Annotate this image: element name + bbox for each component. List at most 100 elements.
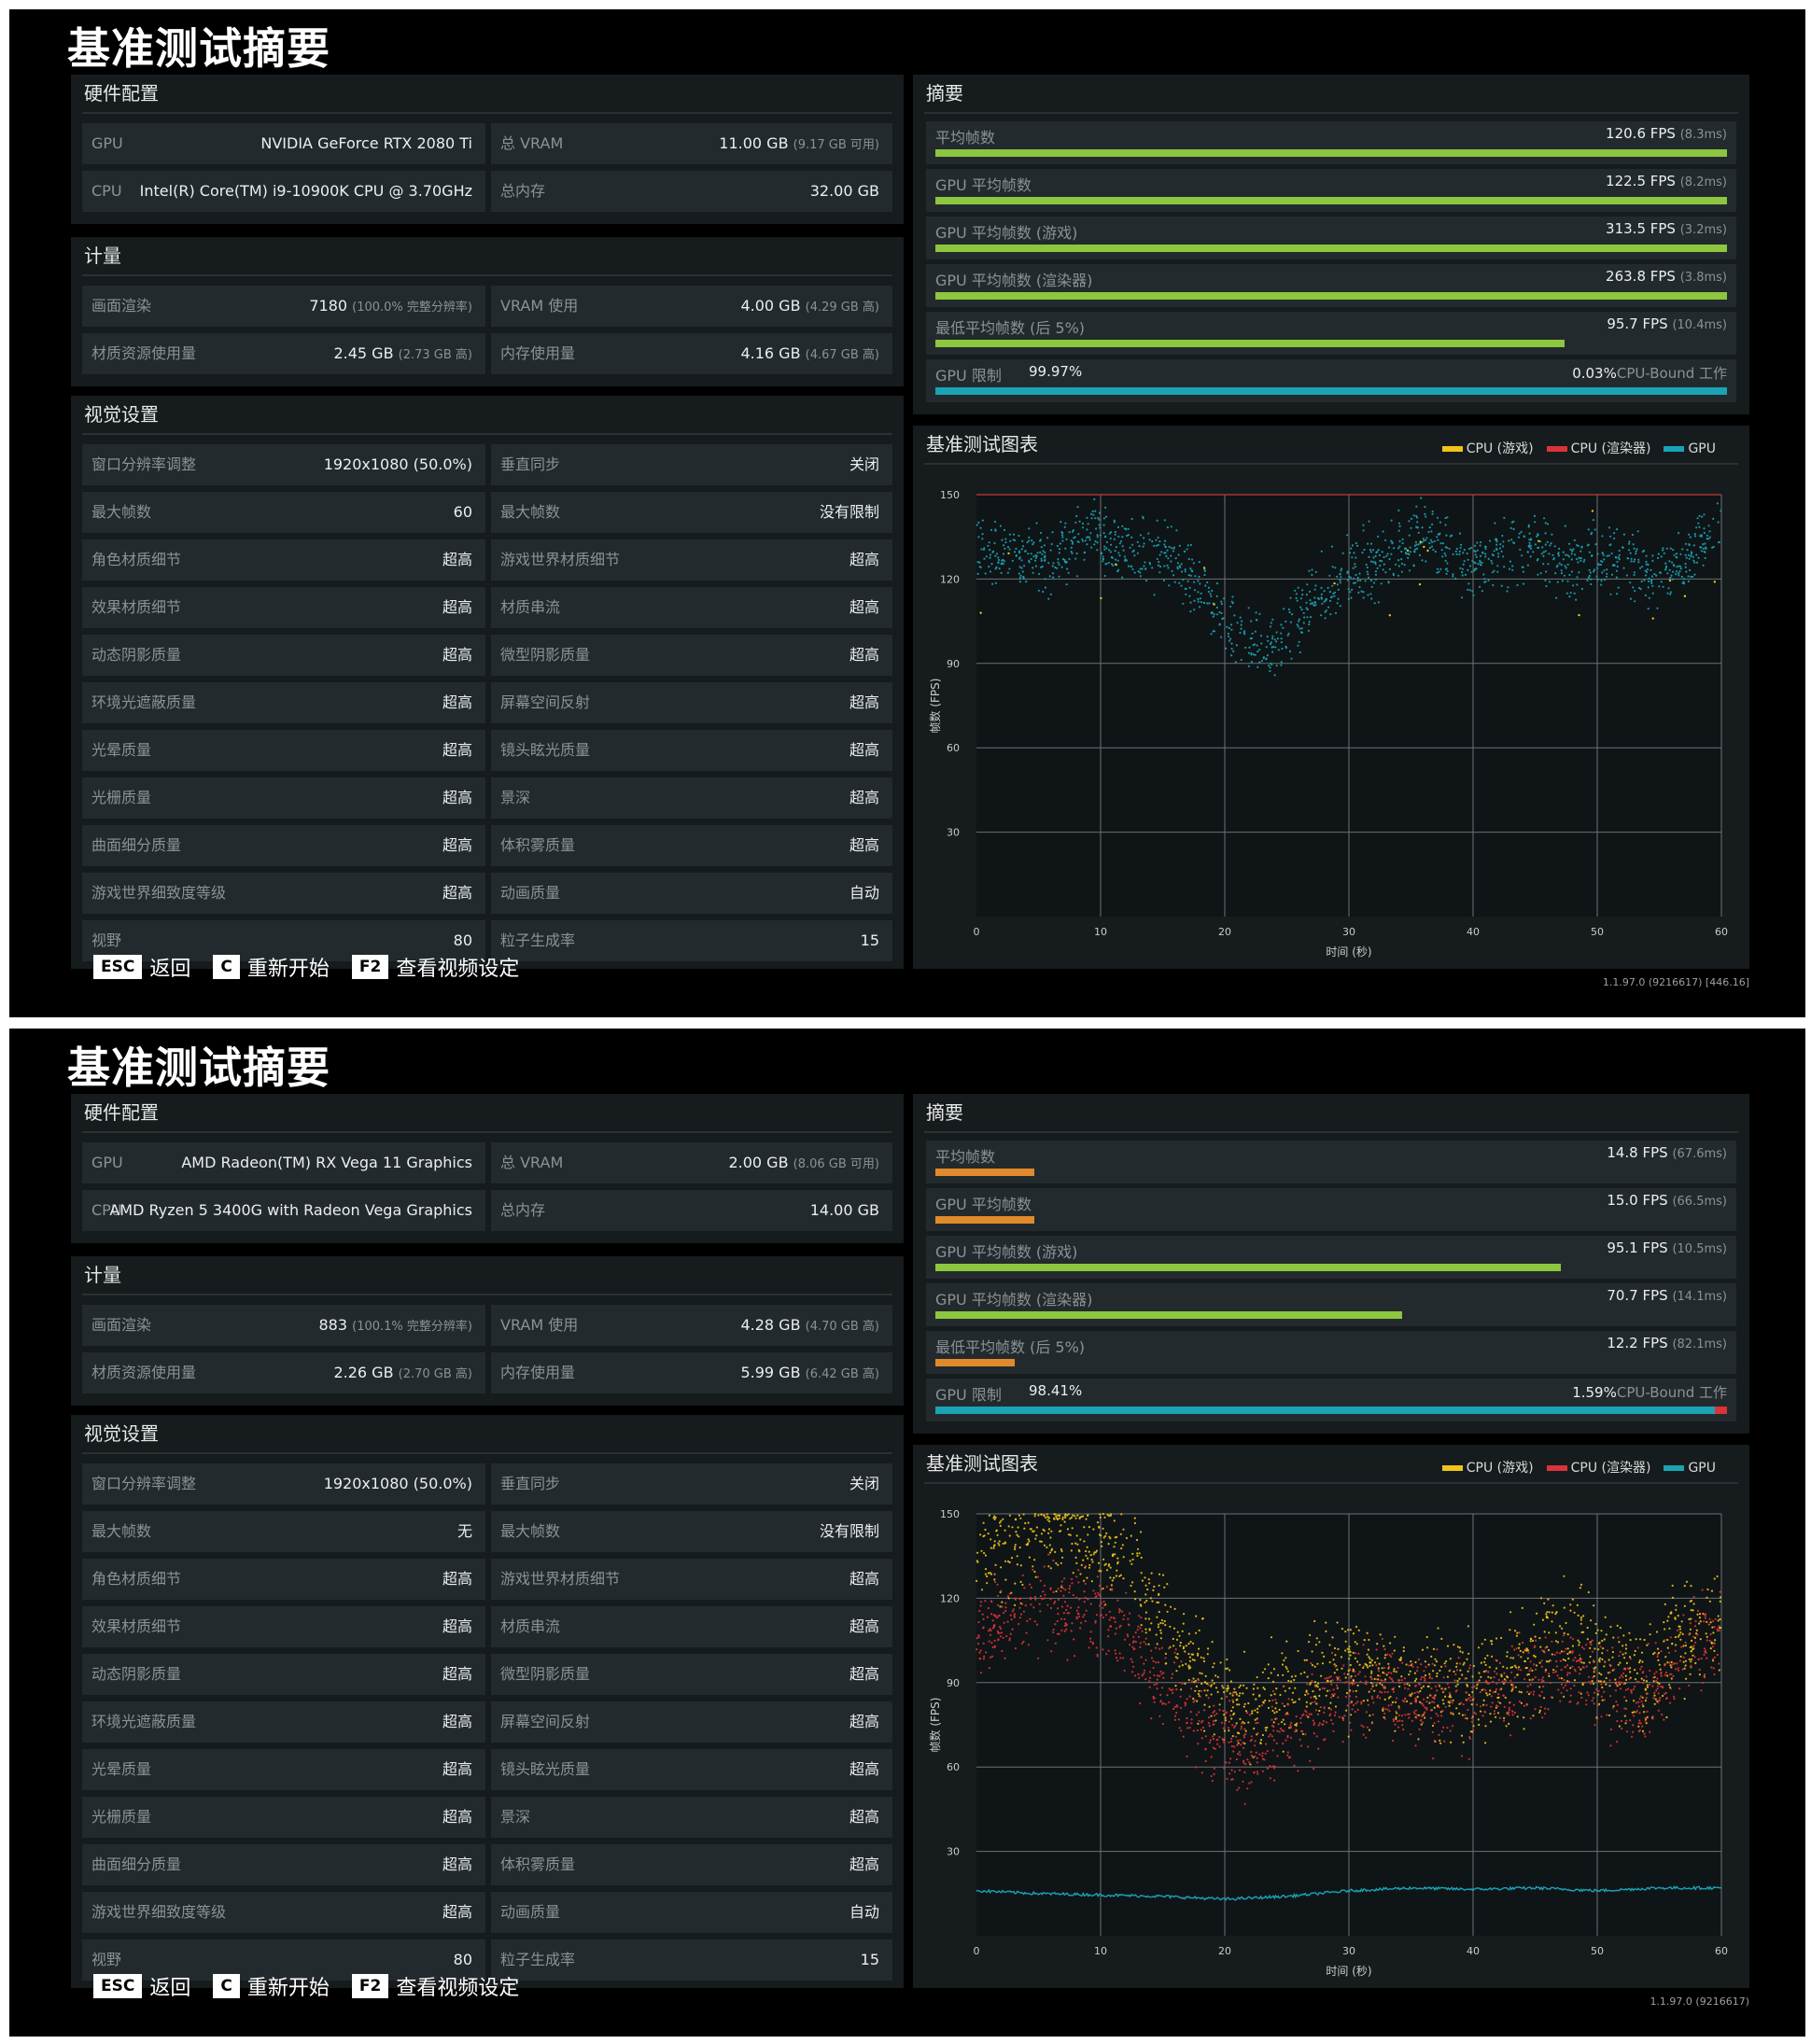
data-point — [1223, 1722, 1226, 1725]
data-point — [1238, 1694, 1241, 1698]
data-point — [1436, 536, 1439, 539]
data-point — [1085, 1554, 1088, 1557]
key-c-label[interactable]: 重新开始 — [246, 958, 330, 981]
data-point — [1095, 1614, 1098, 1617]
key-c-label[interactable]: 重新开始 — [246, 1977, 330, 2000]
key-c-button[interactable]: C — [213, 1974, 240, 1998]
data-point — [1530, 547, 1533, 550]
data-point — [1481, 552, 1484, 554]
data-point — [1153, 544, 1156, 547]
key-f2-button[interactable]: F2 — [351, 1974, 389, 1998]
data-point — [1655, 1689, 1658, 1692]
legend-swatch — [1664, 1465, 1685, 1471]
data-point — [1192, 1642, 1195, 1645]
data-point — [1367, 1648, 1370, 1651]
data-point — [1158, 553, 1161, 556]
data-point — [1285, 1713, 1287, 1715]
setting-row: 游戏世界细致度等级 超高 — [82, 873, 485, 914]
data-point — [1242, 1705, 1245, 1708]
key-esc-label[interactable]: 返回 — [149, 1977, 191, 2000]
key-c-button[interactable]: C — [213, 955, 240, 979]
data-point — [1252, 1693, 1255, 1696]
data-point — [1438, 533, 1440, 536]
data-point — [1571, 1645, 1574, 1647]
data-point — [1318, 1694, 1321, 1698]
data-point — [1141, 567, 1144, 570]
data-point — [1333, 591, 1337, 594]
data-point — [1593, 568, 1596, 571]
data-point — [1227, 1727, 1230, 1729]
data-point — [1080, 1621, 1083, 1624]
data-point — [1072, 1572, 1074, 1575]
data-point — [1631, 533, 1635, 537]
data-point — [1684, 1664, 1687, 1667]
key-esc-label[interactable]: 返回 — [149, 958, 191, 981]
data-point — [1377, 535, 1380, 538]
data-point — [1340, 569, 1342, 572]
key-f2-label[interactable]: 查看视频设定 — [396, 958, 520, 981]
summary-ms: (66.5ms) — [1672, 1195, 1727, 1209]
data-point — [1418, 582, 1422, 586]
data-point — [1251, 1712, 1254, 1715]
data-point — [1609, 535, 1612, 538]
data-point — [1672, 570, 1675, 573]
data-point — [1313, 1768, 1315, 1771]
data-point — [1618, 553, 1621, 556]
data-point — [1660, 1673, 1663, 1675]
data-point — [1283, 1704, 1286, 1708]
data-point — [1023, 1527, 1026, 1530]
key-f2-button[interactable]: F2 — [351, 955, 389, 979]
data-point — [1690, 1585, 1692, 1588]
data-point — [1662, 1694, 1664, 1698]
data-point — [1490, 559, 1493, 563]
data-point — [1052, 1631, 1055, 1633]
data-point — [1397, 547, 1400, 550]
data-point — [1148, 1629, 1151, 1631]
data-point — [1470, 570, 1473, 573]
data-point — [1433, 1664, 1437, 1667]
metric-vram-row: VRAM 使用 4.00 GB (4.29 GB 高) — [491, 286, 892, 327]
data-point — [1420, 1723, 1423, 1726]
data-point — [1239, 631, 1242, 635]
data-point — [1236, 1788, 1239, 1791]
key-esc-button[interactable]: ESC — [93, 1974, 143, 1998]
data-point — [1367, 1666, 1369, 1669]
data-point — [1001, 539, 1004, 541]
data-point — [1116, 559, 1119, 562]
key-esc-button[interactable]: ESC — [93, 955, 143, 979]
data-point — [1633, 1654, 1636, 1657]
data-point — [1168, 1647, 1171, 1650]
data-point — [1641, 1703, 1644, 1706]
data-point — [1411, 1662, 1413, 1665]
setting-value: 关闭 — [849, 1475, 879, 1492]
data-point — [1371, 1683, 1374, 1686]
data-point — [1091, 1561, 1094, 1563]
data-point — [1074, 1515, 1076, 1518]
data-point — [1397, 529, 1400, 532]
data-point — [1485, 1680, 1488, 1684]
data-point — [1526, 1685, 1529, 1687]
data-point — [1455, 1689, 1458, 1692]
data-point — [1368, 1656, 1370, 1659]
data-point — [1695, 1629, 1698, 1631]
data-point — [1182, 1735, 1185, 1738]
data-point — [1033, 1620, 1036, 1623]
data-point — [1388, 546, 1391, 549]
data-point — [1386, 1653, 1389, 1656]
data-point — [1270, 622, 1272, 624]
data-point — [1317, 1747, 1320, 1750]
data-point — [1628, 549, 1631, 552]
data-point — [1444, 567, 1447, 571]
data-point — [1366, 570, 1369, 573]
data-point — [1134, 1674, 1137, 1677]
data-point — [1462, 552, 1465, 554]
setting-value: 无 — [456, 1522, 472, 1540]
data-point — [1240, 1728, 1242, 1730]
data-point — [1297, 1649, 1299, 1653]
data-point — [1064, 547, 1067, 550]
data-point — [1430, 530, 1433, 533]
key-f2-label[interactable]: 查看视频设定 — [396, 1977, 520, 2000]
data-point — [1282, 1750, 1285, 1753]
data-point — [1469, 1696, 1472, 1699]
data-point — [1682, 1656, 1685, 1659]
